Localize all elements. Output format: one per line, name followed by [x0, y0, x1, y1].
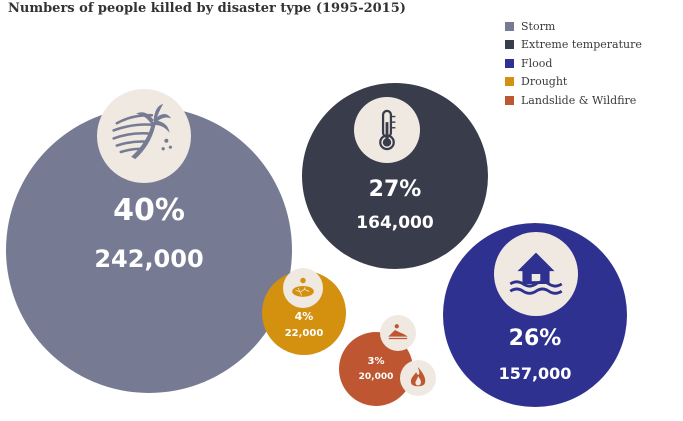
legend-item-extreme-temperature: Extreme temperature — [505, 36, 642, 55]
legend-label-drought: Drought — [521, 75, 568, 89]
bubble-landslide-wildfire: 3% 20,000 — [339, 315, 436, 406]
bubble-landslide-wildfire-value: 20,000 — [359, 372, 394, 382]
bubble-drought-value: 22,000 — [285, 328, 324, 339]
legend-label-flood: Flood — [521, 56, 553, 70]
legend-item-landslide-wildfire: Landslide & Wildfire — [505, 91, 642, 110]
bubble-drought-circle — [262, 271, 346, 355]
bubble-flood-value: 157,000 — [499, 364, 572, 383]
bubble-storm-percent: 40% — [113, 193, 185, 228]
legend-swatch-drought — [505, 77, 514, 87]
legend-label-storm: Storm — [521, 19, 556, 33]
legend: Storm Extreme temperature Flood Drought … — [505, 17, 642, 110]
legend-item-drought: Drought — [505, 73, 642, 92]
bubble-landslide-wildfire-percent: 3% — [368, 356, 385, 367]
legend-swatch-storm — [505, 21, 514, 31]
bubble-flood-percent: 26% — [509, 326, 562, 351]
bubble-extreme-temperature: 27% 164,000 — [302, 83, 488, 269]
legend-swatch-landslide-wildfire — [505, 95, 514, 105]
legend-label-landslide-wildfire: Landslide & Wildfire — [521, 93, 637, 107]
bubble-flood: 26% 157,000 — [443, 223, 627, 407]
legend-label-extreme-temperature: Extreme temperature — [521, 38, 642, 52]
bubble-storm-value: 242,000 — [94, 245, 203, 273]
chart-title: Numbers of people killed by disaster typ… — [8, 1, 406, 16]
legend-swatch-extreme-temperature — [505, 40, 514, 50]
bubble-drought: 4% 22,000 — [262, 268, 346, 355]
bubble-drought-percent: 4% — [295, 310, 314, 323]
storm-icon-badge — [97, 89, 191, 183]
bubble-extreme-temperature-circle — [302, 83, 488, 269]
legend-item-flood: Flood — [505, 54, 642, 73]
bubble-storm-circle — [6, 107, 292, 393]
legend-item-storm: Storm — [505, 17, 642, 36]
bubble-extreme-temperature-value: 164,000 — [356, 213, 434, 233]
bubble-storm: 40% 242,000 — [6, 89, 292, 393]
bubble-extreme-temperature-percent: 27% — [369, 177, 422, 202]
legend-swatch-flood — [505, 58, 514, 68]
